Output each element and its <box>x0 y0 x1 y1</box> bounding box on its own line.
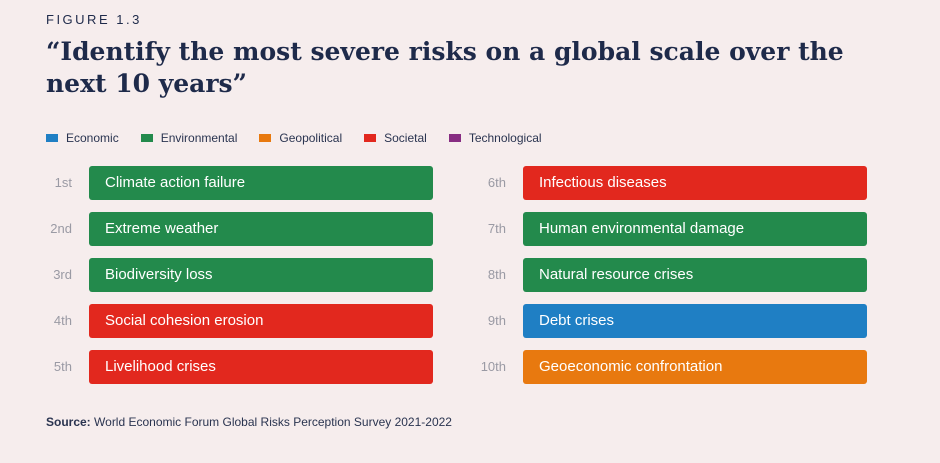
legend-item-environmental: Environmental <box>140 131 238 145</box>
legend: Economic Environmental Geopolitical Societa… <box>46 131 564 145</box>
rank-label: 9th <box>487 313 506 328</box>
risk-bar: Debt crises <box>523 304 867 338</box>
legend-label: Societal <box>384 131 427 145</box>
risk-bar: Climate action failure <box>89 166 433 200</box>
source-text: World Economic Forum Global Risks Percep… <box>94 415 452 429</box>
legend-item-geopolitical: Geopolitical <box>259 131 342 145</box>
risk-bar: Livelihood crises <box>89 350 433 384</box>
legend-item-societal: Societal <box>364 131 427 145</box>
risk-bar: Biodiversity loss <box>89 258 433 292</box>
risk-bar: Social cohesion erosion <box>89 304 433 338</box>
rank-label: 10th <box>480 359 506 374</box>
rank-label: 4th <box>53 313 72 328</box>
rank-label: 3rd <box>53 267 72 282</box>
legend-label: Economic <box>66 131 119 145</box>
legend-swatch <box>259 134 272 142</box>
risk-bar: Geoeconomic confrontation <box>523 350 867 384</box>
source-label: Source: <box>46 415 91 429</box>
legend-label: Environmental <box>160 131 238 145</box>
legend-item-technological: Technological <box>448 131 542 145</box>
rank-label: 7th <box>487 221 506 236</box>
risk-bar: Infectious diseases <box>523 166 867 200</box>
risk-bar: Extreme weather <box>89 212 433 246</box>
rank-label: 2nd <box>50 221 72 236</box>
legend-swatch <box>140 134 153 142</box>
rank-label: 5th <box>53 359 72 374</box>
legend-swatch <box>46 134 58 142</box>
figure-label: FIGURE 1.3 <box>46 12 142 27</box>
source-note: Source: World Economic Forum Global Risk… <box>46 415 452 429</box>
legend-swatch <box>364 134 377 142</box>
chart-title: “Identify the most severe risks on a glo… <box>46 37 844 98</box>
legend-label: Technological <box>468 131 542 145</box>
risk-bar: Human environmental damage <box>523 212 867 246</box>
legend-swatch <box>448 134 461 142</box>
legend-item-economic: Economic <box>46 131 119 145</box>
legend-label: Geopolitical <box>279 131 343 145</box>
rank-label: 1st <box>54 175 72 190</box>
rank-label: 8th <box>487 267 506 282</box>
risk-bar: Natural resource crises <box>523 258 867 292</box>
rank-label: 6th <box>487 175 506 190</box>
